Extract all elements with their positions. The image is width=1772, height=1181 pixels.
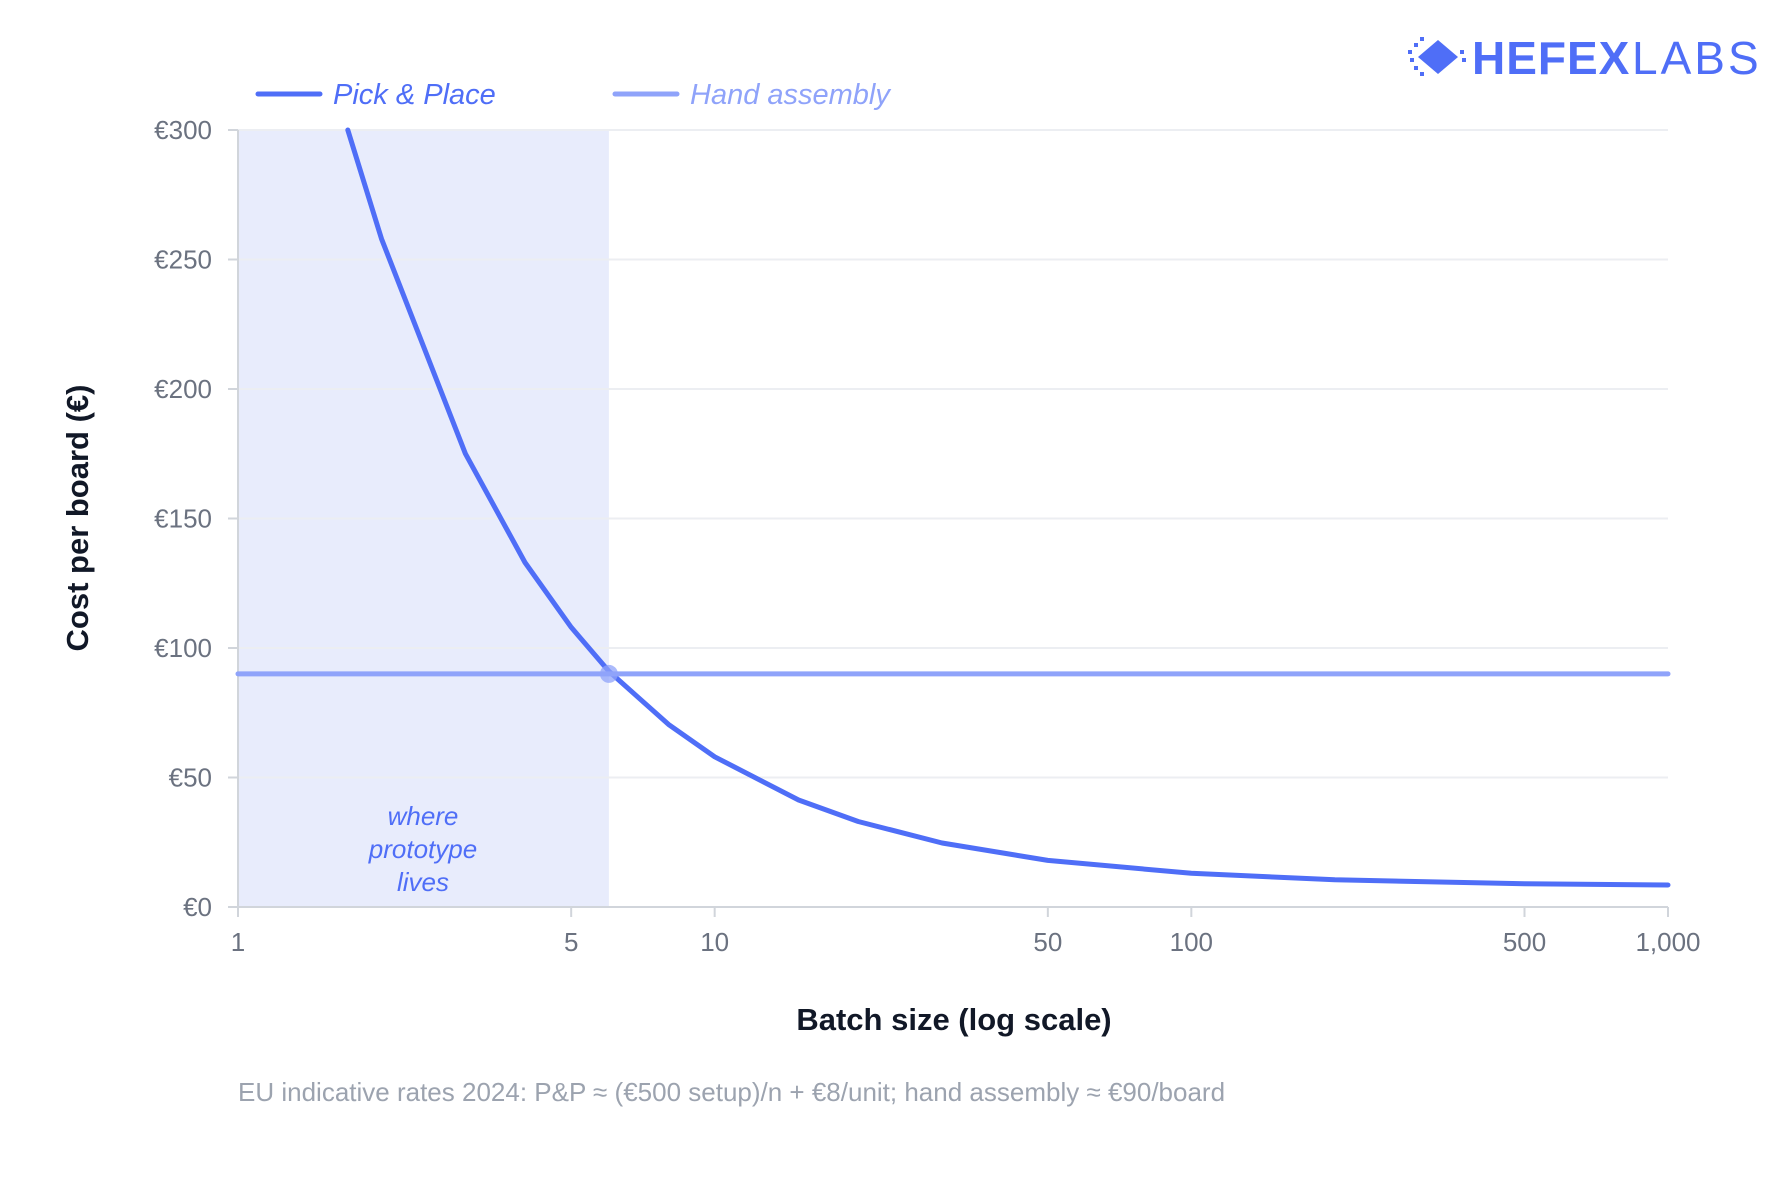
footnote: EU indicative rates 2024: P&P ≈ (€500 se… bbox=[238, 1077, 1225, 1107]
legend: Pick & Place Hand assembly bbox=[255, 79, 891, 111]
chip-diamond-icon bbox=[1408, 37, 1466, 76]
annotation-where: where bbox=[388, 801, 459, 831]
x-tick-label: 1 bbox=[231, 927, 245, 957]
grid-lines bbox=[238, 129, 1668, 779]
x-axis-title: Batch size (log scale) bbox=[796, 1002, 1111, 1037]
x-tick-label: 1,000 bbox=[1635, 927, 1700, 957]
series-line-pick-place bbox=[345, 127, 1671, 888]
y-tick-label: €200 bbox=[154, 374, 212, 404]
y-tick-label: €0 bbox=[183, 892, 212, 922]
x-tick-label: 5 bbox=[564, 927, 578, 957]
brand-logo: HEFEX LABS bbox=[1408, 32, 1762, 84]
y-tick-label: €100 bbox=[154, 633, 212, 663]
brand-name-light: LABS bbox=[1632, 32, 1762, 84]
series-lines bbox=[235, 127, 1671, 888]
x-tick-label: 50 bbox=[1033, 927, 1062, 957]
y-tick-label: €150 bbox=[154, 504, 212, 534]
x-tick-label: 100 bbox=[1170, 927, 1213, 957]
x-tick-label: 500 bbox=[1503, 927, 1546, 957]
crossover-point bbox=[599, 664, 618, 683]
y-axis-title: Cost per board (€) bbox=[60, 385, 95, 652]
x-tick-label: 10 bbox=[700, 927, 729, 957]
legend-label-hand-assembly: Hand assembly bbox=[690, 79, 891, 111]
y-tick-label: €250 bbox=[154, 245, 212, 275]
y-tick-label: €50 bbox=[169, 763, 212, 793]
brand-name-bold: HEFEX bbox=[1472, 32, 1630, 84]
axes: €0 €50 €100 €150 €200 €250 €300 1 5 10 50 100 500 1,0… bbox=[154, 115, 1700, 957]
y-tick-label: €300 bbox=[154, 115, 212, 145]
legend-label-pick-place: Pick & Place bbox=[333, 79, 496, 111]
annotation-prototype: prototype bbox=[368, 834, 477, 864]
annotation-lives: lives bbox=[397, 867, 449, 897]
